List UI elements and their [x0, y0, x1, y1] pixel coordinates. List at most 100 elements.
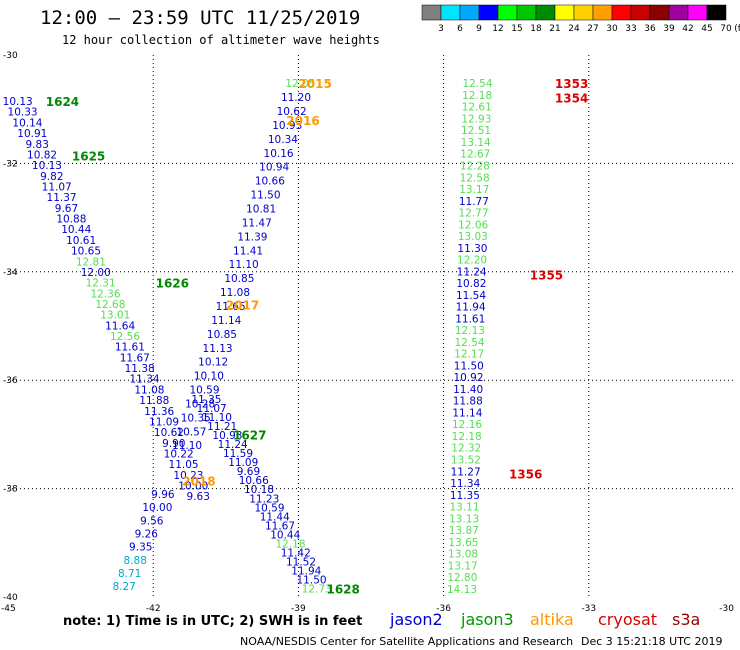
pass-number: 2018: [182, 474, 215, 488]
swh-value-label: 11.09: [228, 457, 258, 469]
swh-value-label: 11.14: [211, 315, 241, 327]
swh-value-label: 11.52: [286, 556, 316, 568]
swh-value-label: 11.39: [237, 231, 267, 243]
swh-value-label: 8.27: [112, 581, 135, 593]
swh-value-label: 10.82: [27, 149, 57, 161]
swh-value-label: 10.59: [254, 502, 284, 514]
colorbar-swatch: [440, 4, 461, 21]
colorbar-label: 12: [492, 24, 503, 34]
swh-value-label: 11.40: [453, 384, 483, 396]
swh-value-label: 11.50: [297, 574, 327, 586]
swh-value-label: 10.92: [453, 372, 483, 384]
swh-value-label: 11.09: [149, 416, 179, 428]
swh-value-label: 12.80: [447, 572, 477, 584]
swh-value-label: 11.59: [223, 448, 253, 460]
swh-value-label: 12.13: [455, 325, 485, 337]
swh-value-label: 11.77: [459, 196, 489, 208]
swh-value-label: 12.18: [275, 538, 305, 550]
footnote: note: 1) Time is in UTC; 2) SWH is in fe…: [63, 614, 362, 629]
colorbar-label: 9: [476, 24, 482, 34]
swh-value-label: 11.34: [450, 478, 480, 490]
pass-number: 1624: [46, 95, 79, 109]
x-tick-label: -42: [146, 604, 161, 614]
colorbar-label: 21: [549, 24, 560, 34]
colorbar-label: 45: [701, 24, 712, 34]
swh-value-label: 10.10: [194, 371, 224, 383]
chart-title: 12:00 – 23:59 UTC 11/25/2019: [40, 7, 360, 29]
swh-value-label: 10.93: [212, 430, 242, 442]
swh-value-label: 10.62: [154, 427, 184, 439]
swh-value-label: 11.88: [453, 396, 483, 408]
swh-value-label: 12.68: [95, 299, 125, 311]
swh-value-label: 9.96: [151, 489, 175, 501]
swh-value-label: 11.35: [450, 490, 480, 502]
swh-value-label: 11.50: [454, 360, 484, 372]
swh-value-label: 12.81: [76, 256, 106, 268]
swh-value-label: 11.14: [452, 407, 482, 419]
swh-value-label: 12.28: [460, 161, 490, 173]
swh-value-label: 12.00: [81, 267, 111, 279]
swh-value-label: 12.51: [461, 125, 491, 137]
swh-value-label: 9.26: [135, 529, 159, 541]
swh-value-label: 12.17: [454, 349, 484, 361]
swh-value-label: 12.36: [90, 288, 120, 300]
colorbar-label: 3: [438, 24, 444, 34]
swh-value-label: 11.24: [218, 439, 248, 451]
swh-value-label: 10.85: [207, 329, 237, 341]
y-tick-label: -40: [3, 593, 18, 603]
swh-value-label: 10.88: [56, 214, 86, 226]
swh-value-label: 11.37: [47, 192, 77, 204]
pass-number: 1353: [555, 77, 588, 91]
pass-number: 2016: [286, 114, 319, 128]
legend-jason2: jason2: [389, 610, 443, 629]
swh-value-label: 12.20: [457, 255, 487, 267]
colorbar-label: 70: [720, 24, 732, 34]
swh-value-label: 10.59: [189, 385, 219, 397]
swh-value-label: 10.81: [246, 204, 276, 216]
swh-value-label: 10.61: [66, 235, 96, 247]
swh-value-label: 13.87: [449, 525, 479, 537]
swh-value-label: 10.85: [224, 273, 254, 285]
colorbar-swatch: [668, 4, 689, 21]
swh-value-label: 10.44: [61, 224, 91, 236]
swh-value-label: 9.82: [40, 171, 63, 183]
swh-value-label: 14.13: [447, 584, 477, 596]
swh-value-label: 12.93: [461, 113, 491, 125]
legend-jason3: jason3: [460, 610, 514, 629]
swh-value-label: 13.08: [448, 549, 478, 561]
pass-number: 1355: [530, 269, 563, 283]
swh-value-label: 13.65: [448, 537, 478, 549]
swh-value-label: 11.24: [457, 266, 487, 278]
x-tick-label: -39: [291, 604, 306, 614]
swh-value-label: 11.65: [216, 301, 246, 313]
swh-value-label: 10.13: [32, 160, 62, 172]
colorbar-label: 18: [530, 24, 542, 34]
pass-number: 1625: [72, 149, 105, 163]
credit-text: NOAA/NESDIS Center for Satellite Applica…: [240, 635, 573, 648]
swh-value-label: 10.35: [181, 412, 211, 424]
colorbar-label: 30: [606, 24, 618, 34]
wave-height-tracks: 10.1310.3310.1410.919.8310.8210.139.8211…: [3, 78, 493, 596]
swh-value-label: 11.61: [455, 313, 485, 325]
swh-value-label: 10.22: [164, 448, 194, 460]
colorbar-label: 33: [625, 24, 636, 34]
colorbar-swatch: [516, 4, 537, 21]
swh-value-label: 11.10: [202, 412, 232, 424]
swh-value-label: 10.00: [178, 481, 208, 493]
swh-value-label: 12.58: [460, 172, 490, 184]
pass-number: 1627: [233, 428, 266, 442]
swh-value-label: 10.33: [8, 107, 38, 119]
colorbar-label: 24: [568, 24, 580, 34]
swh-value-label: 9.67: [55, 203, 78, 215]
y-tick-label: -30: [3, 51, 18, 61]
swh-value-label: 11.27: [451, 466, 481, 478]
swh-value-label: 11.07: [197, 403, 227, 415]
grid-lines: [8, 55, 734, 597]
swh-value-label: 11.13: [203, 343, 233, 355]
colorbar-swatch: [687, 4, 708, 21]
swh-value-label: 10.13: [3, 96, 33, 108]
y-tick-label: -34: [3, 268, 18, 278]
swh-value-label: 11.23: [249, 493, 279, 505]
swh-value-label: 13.17: [459, 184, 489, 196]
